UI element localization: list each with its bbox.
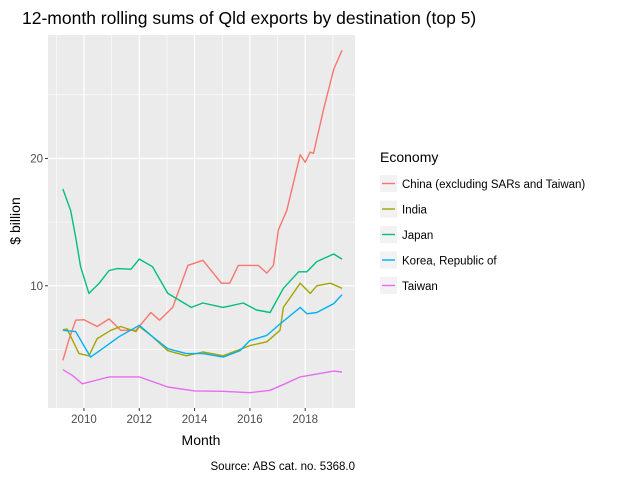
legend: Economy China (excluding SARs and Taiwan… <box>380 149 585 294</box>
grid <box>48 35 355 408</box>
series-line-taiwan <box>62 369 343 394</box>
chart-title: 12-month rolling sums of Qld exports by … <box>22 8 476 28</box>
x-tick-label: 2016 <box>237 414 263 426</box>
legend-label: Taiwan <box>402 281 438 293</box>
y-axis-label: $ billion <box>7 197 23 244</box>
x-tick-label: 2012 <box>126 414 152 426</box>
legend-label: Korea, Republic of <box>402 256 497 268</box>
legend-label: India <box>402 205 428 217</box>
caption: Source: ABS cat. no. 5368.0 <box>211 461 356 473</box>
x-tick-label: 2010 <box>71 414 97 426</box>
axes: 10 20 2010 2012 2014 2016 2018 <box>30 153 318 426</box>
x-axis-label: Month <box>182 432 221 448</box>
series-line-korea-republic-of <box>62 294 343 358</box>
series-lines <box>62 50 343 394</box>
series-line-japan <box>62 188 343 314</box>
legend-label: China (excluding SARs and Taiwan) <box>402 179 585 191</box>
x-tick-label: 2018 <box>292 414 318 426</box>
y-tick-label: 10 <box>30 281 43 293</box>
legend-label: Japan <box>402 230 433 242</box>
series-line-china-excluding-sars-and-taiwan- <box>62 50 343 361</box>
legend-title: Economy <box>380 149 438 165</box>
x-tick-label: 2014 <box>182 414 208 426</box>
plot-panel <box>48 35 355 408</box>
y-tick-label: 20 <box>30 153 43 165</box>
